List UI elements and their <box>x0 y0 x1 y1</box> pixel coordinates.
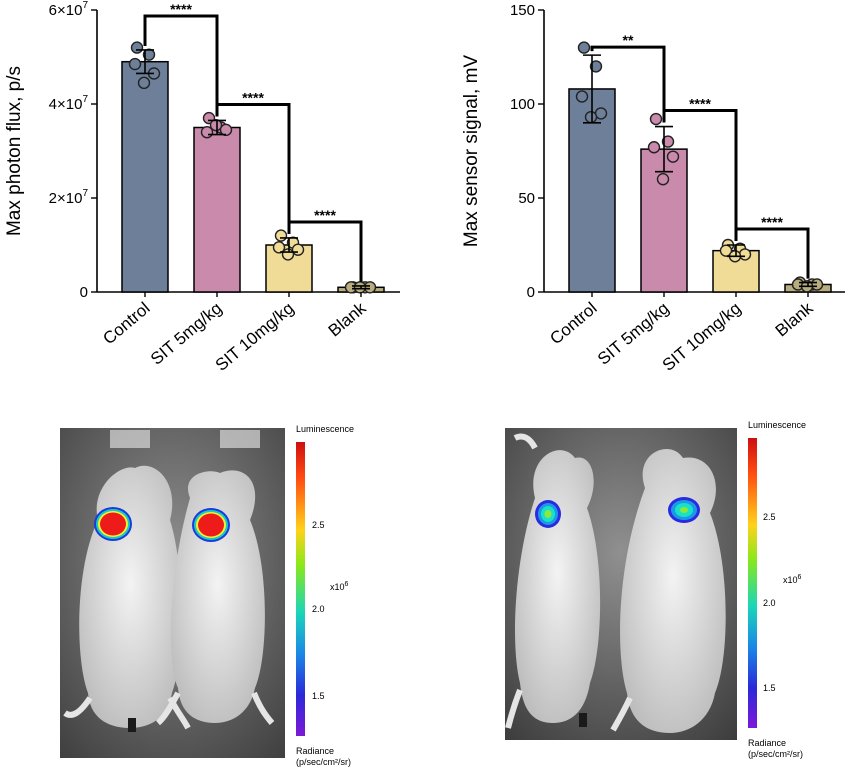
y-axis-label: Max sensor signal, mV <box>461 55 482 248</box>
bar <box>193 126 241 293</box>
data-point <box>584 110 598 124</box>
significance-label: **** <box>689 96 711 112</box>
data-point <box>661 135 675 148</box>
data-point <box>589 60 603 73</box>
y-tick-label: 100 <box>510 96 535 113</box>
y-tick-label: 6×107 <box>49 0 89 19</box>
significance-bracket <box>662 109 738 241</box>
colorbar-tick: 2.0 <box>763 598 776 608</box>
significance-bracket <box>287 220 363 282</box>
y-tick-label: 4×107 <box>49 94 89 113</box>
significance-label: **** <box>170 1 192 17</box>
bioluminescence-image-panel-left: Luminescence 2.5 x106 2.0 1.5 Radiance (… <box>60 424 360 768</box>
colorbar-tick: 1.5 <box>763 683 776 693</box>
colorbar-footer-units: (p/sec/cm²/sr) <box>748 749 803 759</box>
colorbar-footer-units: (p/sec/cm²/sr) <box>296 757 351 767</box>
data-point <box>656 172 670 186</box>
significance-bracket <box>590 45 666 123</box>
colorbar-scale-label: x106 <box>783 574 802 585</box>
colorbar-tick: 2.0 <box>312 604 325 614</box>
mouse-bioluminescence-photo-left <box>60 428 285 758</box>
data-point <box>575 90 589 103</box>
data-point <box>291 243 305 256</box>
y-axis-label: Max photon flux, p/s <box>4 66 25 236</box>
bar <box>121 60 169 293</box>
data-point <box>128 57 142 71</box>
y-tick-label: 50 <box>518 190 535 207</box>
luminescence-colorbar-left <box>296 442 305 736</box>
colorbar-title: Luminescence <box>296 424 355 434</box>
y-tick-label: 2×107 <box>49 188 89 207</box>
significance-label: **** <box>314 207 336 223</box>
x-tick-label: SIT 10mg/kg <box>659 299 745 375</box>
data-point <box>738 248 752 261</box>
x-tick-label: SIT 10mg/kg <box>212 299 298 375</box>
colorbar-footer: Radiance <box>748 738 787 748</box>
significance-label: ** <box>623 32 634 48</box>
colorbar-footer: Radiance <box>296 746 335 756</box>
colorbar-tick: 2.5 <box>312 520 325 530</box>
colorbar-tick: 1.5 <box>312 691 325 701</box>
photon-flux-chart: 0 2×107 4×107 6×107 Max photon flux, p/s ****… <box>4 0 400 375</box>
significance-label: **** <box>761 214 783 230</box>
bar <box>640 148 688 293</box>
x-tick-label: Control <box>546 299 600 349</box>
data-point <box>219 123 233 137</box>
y-tick-label: 0 <box>80 284 88 301</box>
significance-bracket <box>143 14 219 117</box>
data-point <box>577 41 591 54</box>
data-point <box>719 244 733 257</box>
y-tick-label: 150 <box>510 2 535 19</box>
data-point <box>353 281 367 294</box>
data-point <box>649 112 663 126</box>
colorbar-scale-label: x106 <box>330 581 349 592</box>
mouse-bioluminescence-photo-right <box>505 428 737 740</box>
x-tick-label: Control <box>99 299 153 349</box>
data-point <box>810 278 824 291</box>
significance-label: **** <box>242 89 264 105</box>
data-point <box>130 41 144 54</box>
luminescence-colorbar-right <box>748 438 757 728</box>
data-point <box>272 241 286 254</box>
colorbar-tick: 2.5 <box>763 512 776 522</box>
significance-bracket <box>734 227 810 279</box>
data-point <box>137 76 151 90</box>
data-point <box>274 229 288 242</box>
data-point <box>647 141 661 154</box>
colorbar-title: Luminescence <box>748 420 807 430</box>
bioluminescence-image-panel-right: Luminescence 2.5 x106 2.0 1.5 Radiance (… <box>505 420 835 768</box>
significance-bracket <box>215 102 291 234</box>
y-tick-label: 0 <box>527 284 535 301</box>
x-tick-label: Blank <box>772 298 817 340</box>
x-tick-label: Blank <box>325 298 370 340</box>
data-point <box>666 150 680 163</box>
data-point <box>209 118 223 132</box>
data-point <box>281 248 295 261</box>
